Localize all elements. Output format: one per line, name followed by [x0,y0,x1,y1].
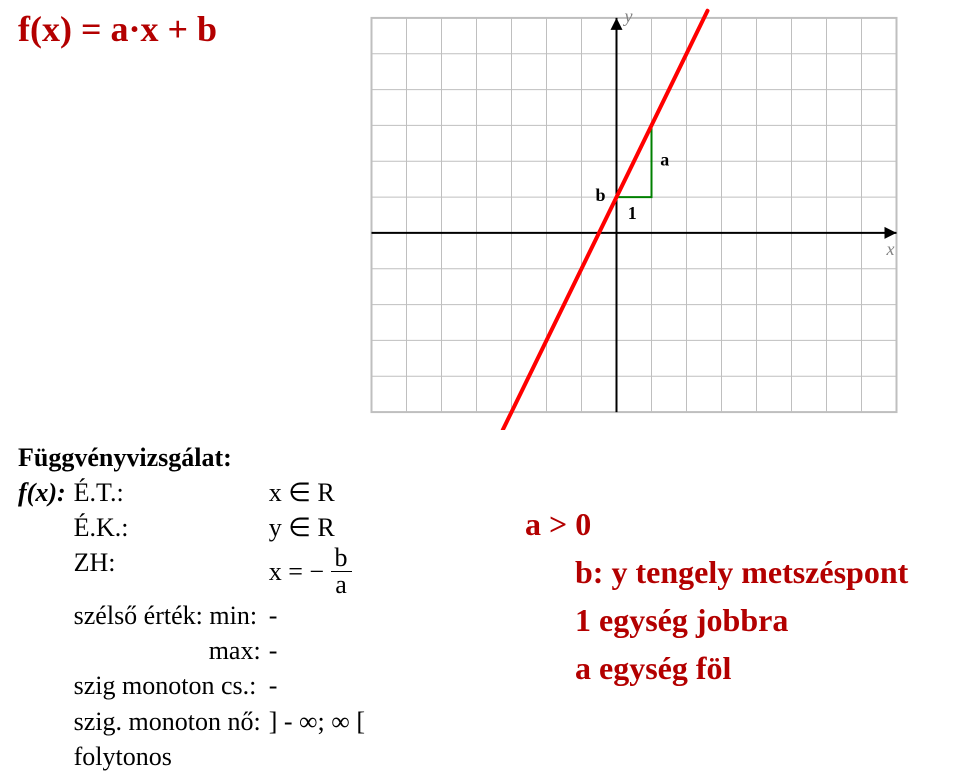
svg-text:b: b [596,185,606,205]
max-label: max: [74,633,269,668]
continuous-label: folytonos [74,739,373,774]
zero-label: ZH: [74,545,269,598]
svg-text:a: a [660,149,669,169]
svg-text:y: y [623,6,633,26]
graph-container: x y a b 1 [354,0,914,430]
fx-label: f(x): [18,478,66,507]
svg-text:x: x [886,239,895,259]
a-positive: a > 0 [525,500,908,548]
b-explanation: b: y tengely metszéspont [575,548,908,596]
parameters-explanation: a > 0 b: y tengely metszéspont 1 egység … [525,500,908,692]
mono-inc-label: szig. monoton nő: [74,704,269,739]
svg-text:1: 1 [628,203,637,223]
domain-value: x ∈ R [269,475,373,510]
max-value: - [269,633,373,668]
step-up: a egység föl [575,644,908,692]
domain-label: É.T.: [74,475,269,510]
linear-function-graph: x y a b 1 [354,0,914,430]
analysis-heading: Függvényvizsgálat: [18,440,373,475]
range-label: É.K.: [74,510,269,545]
min-value: - [269,598,373,633]
range-value: y ∈ R [269,510,373,545]
mono-dec-value: - [269,668,373,703]
mono-dec-label: szig monoton cs.: [74,668,269,703]
min-label: szélső érték: min: [74,598,269,633]
step-right: 1 egység jobbra [575,596,908,644]
formula-title: f(x) = a·x + b [18,8,217,50]
mono-inc-value: ] - ∞; ∞ [ [269,704,373,739]
zero-value: x = − b a [269,545,373,598]
function-analysis-block: Függvényvizsgálat: f(x): É.T.: x ∈ R É.K… [18,440,373,774]
